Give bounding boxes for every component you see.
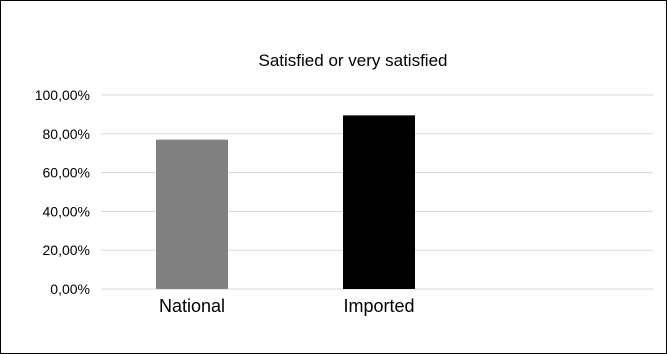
- x-axis-category-labels: National Imported: [159, 296, 415, 316]
- y-tick-label: 40,00%: [43, 203, 90, 219]
- bar-national: [156, 139, 228, 289]
- y-axis-tick-labels: 0,00% 20,00% 40,00% 60,00% 80,00% 100,00%: [35, 87, 90, 297]
- x-category-label: National: [159, 296, 225, 316]
- y-tick-label: 60,00%: [43, 165, 90, 181]
- chart-title: Satisfied or very satisfied: [259, 51, 448, 70]
- bars: [156, 115, 415, 290]
- x-category-label: Imported: [343, 296, 414, 316]
- y-tick-label: 80,00%: [43, 126, 90, 142]
- y-tick-label: 20,00%: [43, 242, 90, 258]
- bar-imported: [343, 115, 415, 290]
- y-tick-label: 0,00%: [50, 281, 90, 297]
- y-tick-label: 100,00%: [35, 87, 90, 103]
